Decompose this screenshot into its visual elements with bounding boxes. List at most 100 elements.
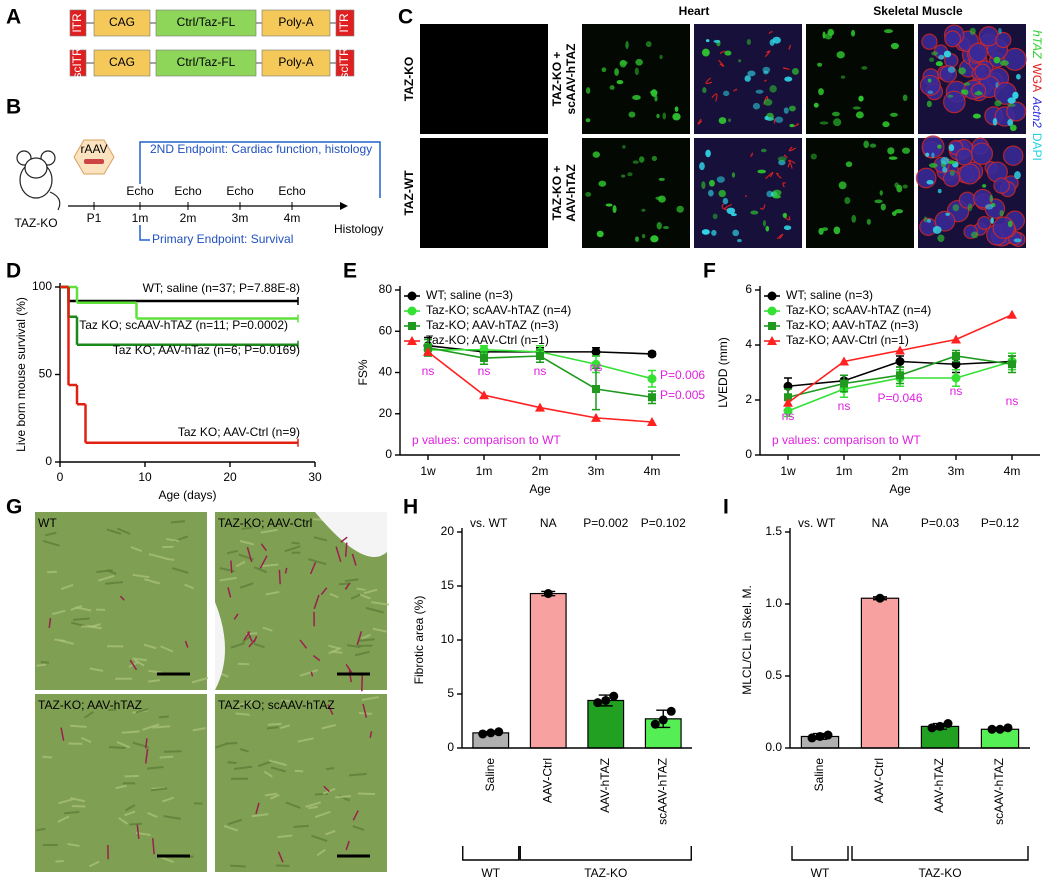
- histology-label: WT: [38, 516, 57, 530]
- data-point: [666, 706, 676, 716]
- muscle-texture: [344, 578, 359, 583]
- muscle-texture: [239, 582, 254, 589]
- x-tick-label: 4m: [1004, 464, 1021, 478]
- muscle-fiber: [968, 42, 988, 63]
- annotation: p values: comparison to WT: [772, 433, 921, 447]
- stain-spot: [969, 27, 976, 35]
- fibrosis-stain: [253, 635, 258, 643]
- stain-spot: [947, 66, 956, 73]
- annotation: ns: [1006, 394, 1019, 408]
- construct-element: [261, 9, 331, 37]
- stain-spot: [929, 57, 935, 63]
- legend-label: Taz-KO; AAV-hTAZ (n=3): [786, 318, 919, 332]
- y-tick-label: 6: [745, 282, 752, 296]
- control-label: TAZ-WT: [402, 170, 416, 216]
- muscle-texture: [350, 593, 361, 600]
- data-point: [486, 728, 496, 738]
- fibrosis-stain: [345, 664, 354, 675]
- stain-spot: [641, 208, 646, 212]
- construct-label: scITR: [70, 47, 84, 79]
- muscle-texture: [147, 811, 158, 818]
- muscle-texture: [42, 755, 53, 759]
- muscle-texture: [251, 813, 269, 818]
- muscle-texture: [124, 774, 140, 778]
- muscle-fiber: [958, 191, 976, 209]
- y-tick-label: 10: [441, 632, 455, 646]
- construct-element: [69, 9, 87, 37]
- stain-spot: [622, 145, 626, 149]
- stain-spot: [625, 41, 629, 50]
- stain-spot: [945, 212, 950, 216]
- muscle-texture: [135, 708, 149, 714]
- muscle-texture: [134, 659, 145, 667]
- legend-label: Taz-KO; AAV-hTAZ (n=3): [426, 318, 559, 332]
- data-point: [783, 397, 793, 407]
- stain-spot: [935, 61, 943, 67]
- stain-spot: [711, 229, 717, 236]
- muscle-texture: [115, 784, 127, 790]
- y-tick-label: 2: [745, 392, 752, 406]
- stain-spot: [772, 189, 782, 196]
- muscle-texture: [331, 650, 343, 654]
- timepoint-label: 1m: [132, 211, 149, 225]
- muscle-texture: [262, 626, 273, 632]
- secondary-bracket: [139, 141, 381, 198]
- stain-spot: [995, 82, 999, 88]
- annotation: ns: [534, 364, 547, 378]
- primary-endpoint: Primary Endpoint: Survival: [152, 232, 293, 246]
- stain-spot: [718, 189, 726, 198]
- muscle-texture: [261, 563, 279, 568]
- stain-spot: [774, 116, 784, 123]
- muscle-texture: [297, 737, 314, 743]
- muscle-texture: [361, 696, 380, 702]
- comparison: NA: [872, 516, 889, 530]
- muscle-texture: [329, 592, 339, 599]
- muscle-fiber: [974, 63, 991, 80]
- legend-label: Taz-KO; scAAV-hTAZ (n=4): [786, 303, 931, 317]
- stain-spot: [662, 112, 667, 120]
- stain-spot: [942, 166, 948, 173]
- histology-label: TAZ-KO; AAV-Ctrl: [218, 516, 312, 530]
- timepoint-label: 2m: [180, 211, 197, 225]
- data-point: [896, 371, 904, 380]
- fibrosis-stain: [184, 640, 189, 648]
- mouse-icon: [16, 150, 61, 211]
- data-point: [927, 723, 937, 733]
- fibrosis-stain: [233, 613, 239, 620]
- fibrosis-stain: [284, 567, 288, 574]
- fibrosis-stain: [144, 748, 149, 764]
- echo-label: Echo: [174, 184, 202, 198]
- stain-spot: [654, 95, 658, 102]
- data-point: [591, 412, 601, 422]
- stain-spot: [855, 111, 864, 119]
- panel-label: F: [703, 260, 716, 283]
- x-tick-label: 2m: [532, 464, 549, 478]
- muscle-texture: [166, 538, 180, 542]
- stain-spot: [772, 194, 781, 199]
- membrane-stain: [793, 123, 800, 128]
- fibrosis-stain: [247, 631, 253, 642]
- muscle-texture: [225, 742, 238, 745]
- stain-name: WGA: [1030, 63, 1044, 92]
- membrane-stain: [733, 88, 738, 92]
- stain-spot: [998, 27, 1002, 34]
- primary-bracket: [139, 225, 150, 241]
- data-point: [783, 406, 793, 416]
- stain-spot: [612, 205, 617, 214]
- muscle-texture: [285, 801, 301, 809]
- stain-spot: [651, 155, 658, 162]
- histology-label: Histology: [334, 222, 383, 236]
- muscle-texture: [55, 859, 64, 863]
- stain-spot: [708, 189, 714, 197]
- stain-spot: [925, 152, 930, 157]
- legend-marker: [407, 291, 417, 301]
- muscle-fiber: [944, 30, 962, 48]
- muscle-texture: [316, 848, 326, 857]
- comparison-label: vs. WT: [470, 516, 508, 530]
- stain-spot: [750, 210, 759, 215]
- muscle-texture: [361, 633, 371, 640]
- fibrosis-stain: [278, 569, 281, 585]
- timepoint-label: 4m: [284, 211, 301, 225]
- group-label: WT: [481, 866, 500, 880]
- secondary-endpoint: 2ND Endpoint: Cardiac function, histolog…: [150, 142, 372, 156]
